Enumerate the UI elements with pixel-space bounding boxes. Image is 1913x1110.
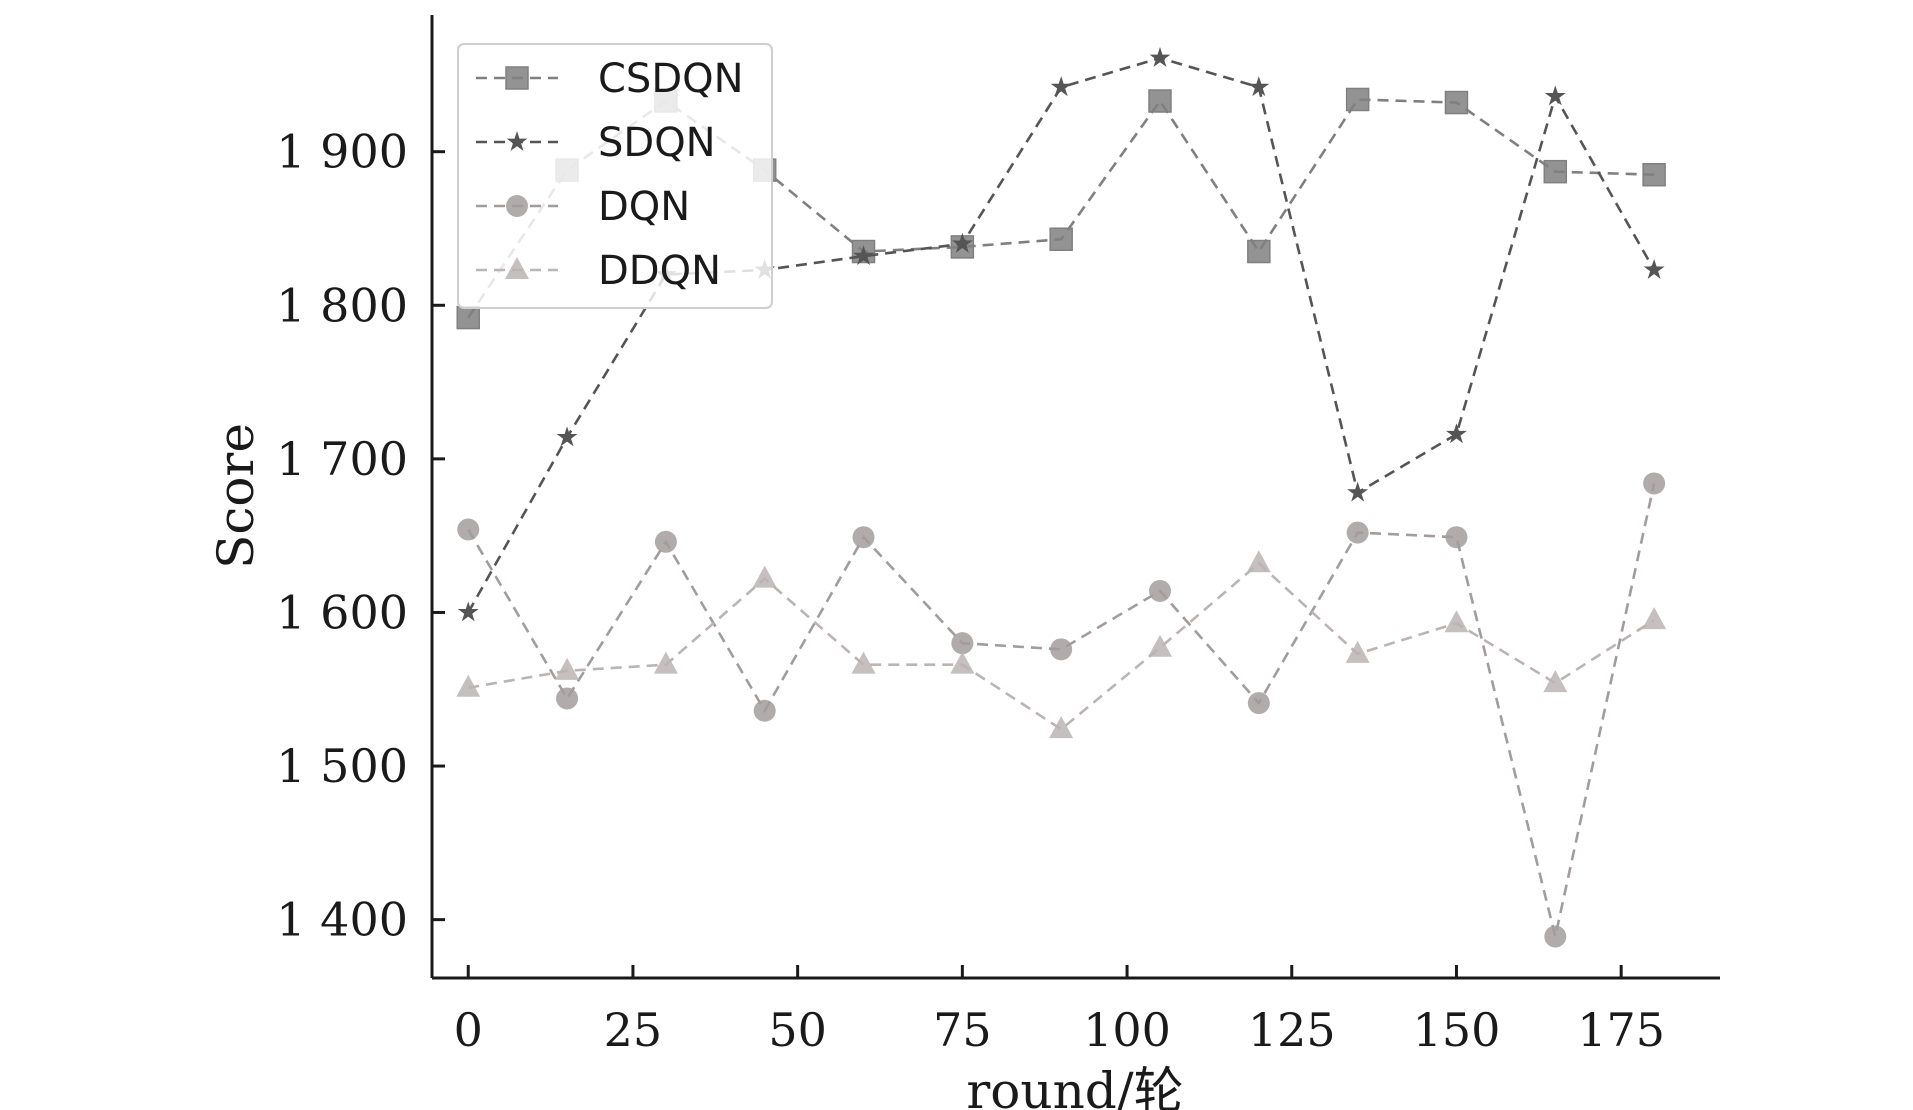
data-point-csdqn (1444, 90, 1469, 115)
y-tick-label: 1 500 (276, 739, 408, 793)
data-point-dqn (1346, 521, 1369, 544)
legend-label-csdqn: CSDQN (598, 56, 744, 102)
data-point-dqn (457, 518, 480, 541)
data-point-dqn (852, 526, 875, 549)
data-point-dqn (1544, 925, 1567, 948)
data-point-dqn (1050, 638, 1073, 661)
legend-marker-dqn (506, 195, 528, 217)
data-point-sdqn (1446, 423, 1467, 444)
data-point-dqn (556, 687, 579, 710)
data-point-ddqn (555, 657, 580, 680)
data-point-sdqn (951, 232, 973, 253)
x-tick-label: 25 (604, 1003, 663, 1057)
data-point-ddqn (1246, 550, 1271, 573)
data-point-csdqn (1642, 162, 1666, 187)
data-point-sdqn (556, 426, 578, 447)
y-axis-label: Score (207, 423, 265, 569)
x-tick-label: 75 (933, 1003, 992, 1057)
data-point-sdqn (853, 245, 874, 266)
legend-label-ddqn: DDQN (598, 248, 721, 294)
data-point-sdqn (1248, 76, 1270, 97)
data-point-dqn (753, 699, 776, 722)
legend-marker-csdqn (505, 66, 529, 90)
data-point-ddqn (1642, 607, 1667, 630)
x-axis-label: round/轮 (966, 1062, 1183, 1110)
data-point-sdqn (1050, 76, 1072, 97)
legend: CSDQN SDQN DQN DDQN (457, 43, 773, 309)
data-point-ddqn (1444, 610, 1469, 633)
y-tick-label: 1 600 (276, 585, 408, 639)
data-point-csdqn (1049, 227, 1073, 251)
x-tick-label: 100 (1083, 1003, 1171, 1057)
data-point-csdqn (1543, 159, 1568, 184)
x-tick-label: 50 (768, 1003, 827, 1057)
legend-label-sdqn: SDQN (598, 120, 716, 166)
data-point-csdqn (1247, 239, 1271, 264)
y-tick-label: 1 700 (276, 432, 408, 486)
data-point-csdqn (456, 305, 480, 330)
data-point-ddqn (456, 674, 481, 697)
series-dqn (457, 472, 1666, 948)
data-point-ddqn (950, 651, 975, 674)
data-point-sdqn (1347, 481, 1369, 502)
x-tick-label: 0 (454, 1003, 483, 1057)
data-point-dqn (1149, 579, 1171, 602)
x-tick-label: 175 (1577, 1003, 1665, 1057)
data-point-ddqn (653, 651, 678, 674)
x-tick-label: 150 (1413, 1003, 1501, 1057)
data-point-sdqn (457, 601, 479, 622)
legend-label-dqn: DQN (598, 184, 690, 230)
data-point-csdqn (1345, 87, 1370, 112)
data-point-ddqn (752, 565, 777, 588)
x-tick-label: 125 (1248, 1003, 1336, 1057)
series-line-dqn (467, 483, 1656, 937)
data-point-ddqn (1345, 640, 1370, 663)
data-point-sdqn (1149, 47, 1171, 67)
data-point-ddqn (851, 651, 876, 674)
data-point-sdqn (1544, 85, 1566, 106)
data-point-dqn (654, 530, 677, 553)
series-layer (456, 47, 1667, 948)
series-ddqn (456, 550, 1667, 739)
data-point-ddqn (1543, 670, 1568, 693)
data-point-csdqn (1148, 89, 1172, 113)
data-point-ddqn (1148, 634, 1172, 657)
data-point-dqn (1445, 526, 1468, 549)
y-tick-label: 1 900 (276, 125, 408, 179)
legend-marker-ddqn (505, 257, 529, 279)
y-tick-label: 1 800 (276, 278, 408, 332)
data-point-dqn (951, 632, 974, 655)
legend-box (457, 43, 773, 309)
legend-marker-sdqn (506, 131, 528, 151)
axes: 0 25 50 75 100 125 150 175 1 400 1 500 1 600 1 700 1… (276, 15, 1720, 1057)
data-point-dqn (1643, 472, 1666, 495)
y-tick-label: 1 400 (276, 893, 408, 947)
data-point-sdqn (1643, 258, 1665, 279)
data-point-dqn (1247, 692, 1270, 715)
data-point-ddqn (1049, 716, 1074, 739)
